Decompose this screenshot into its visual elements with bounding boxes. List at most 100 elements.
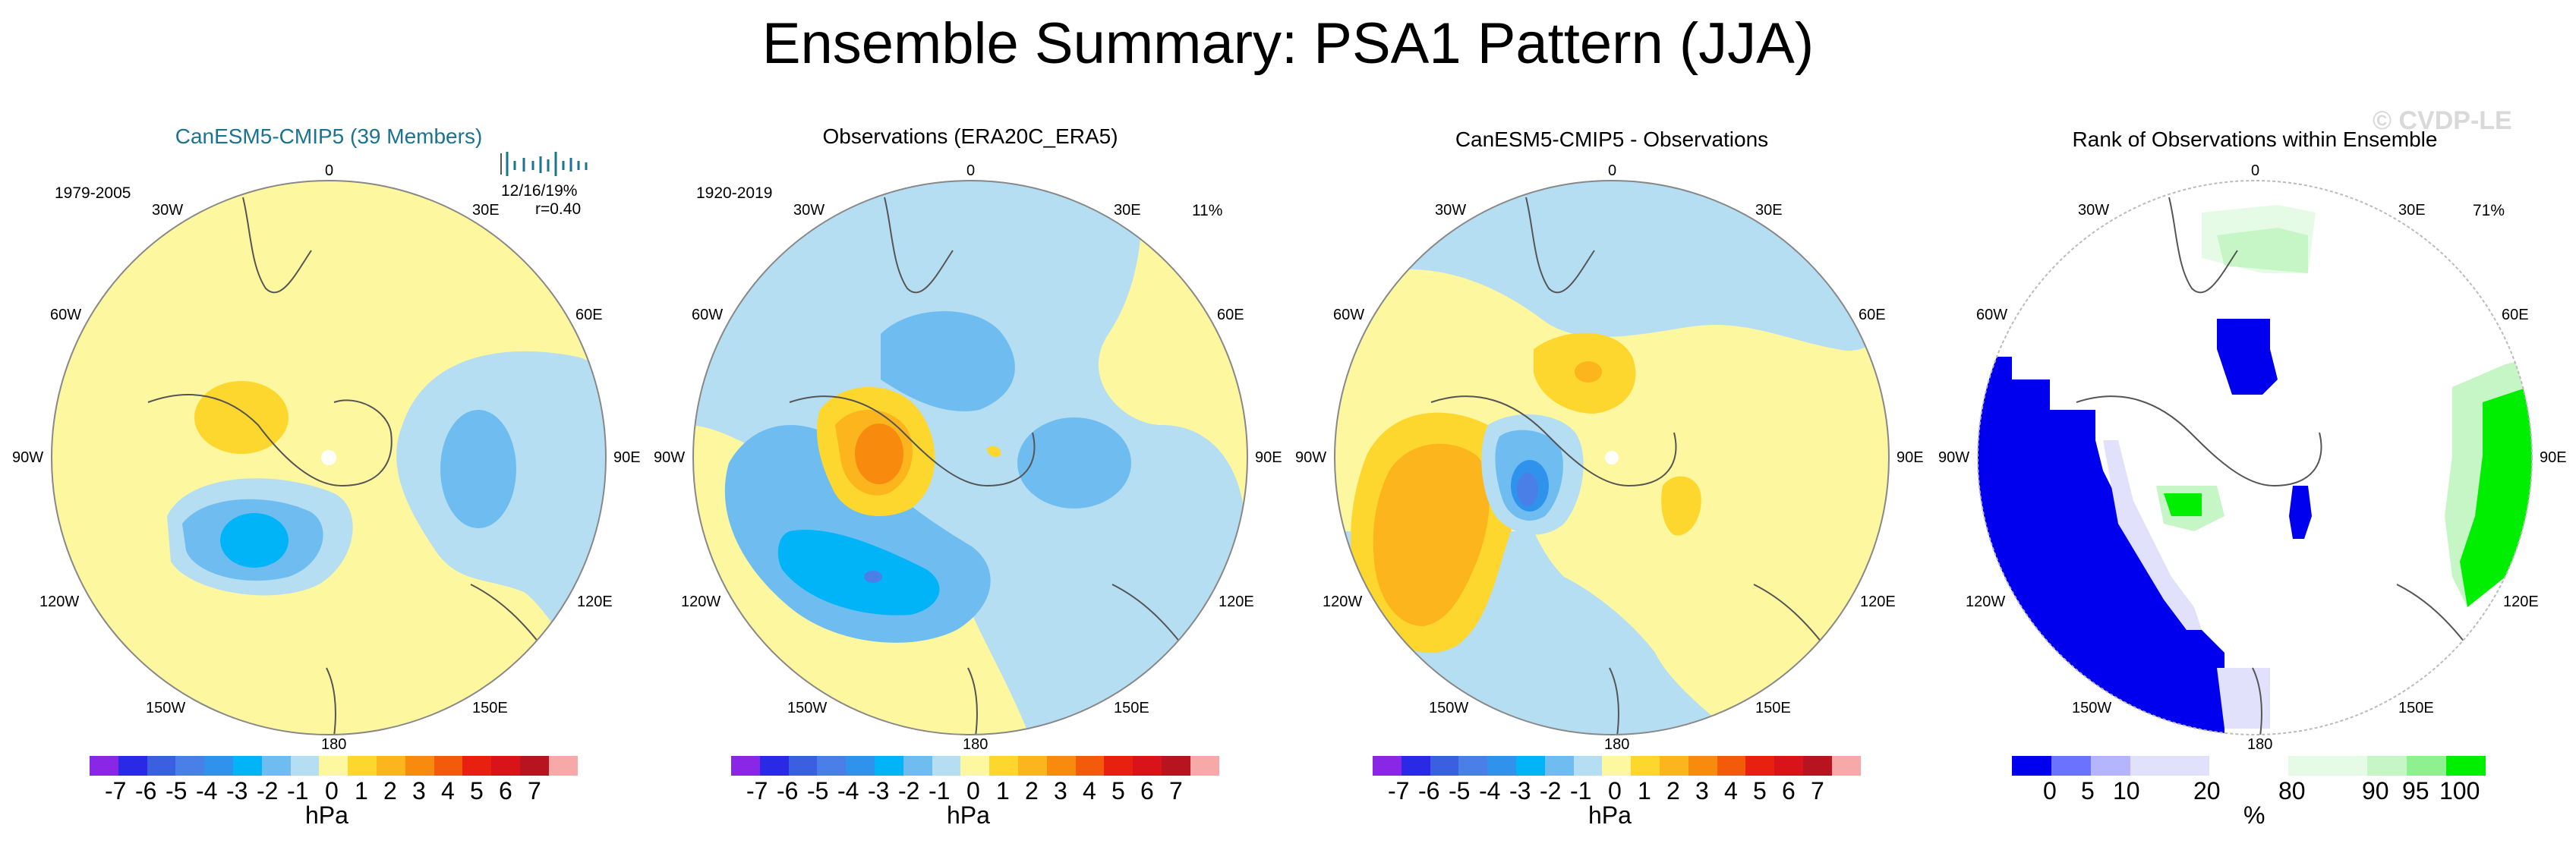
cb4-tick: 80 — [2278, 777, 2306, 804]
panel-4-title: Rank of Observations within Ensemble — [2072, 128, 2438, 151]
panel-4-lon-120e: 120E — [2503, 594, 2539, 610]
panel-2-lon-150e: 150E — [1114, 700, 1149, 716]
cb1-tick: 0 — [325, 777, 339, 804]
cb2-tick: -2 — [898, 777, 920, 804]
cb2-tick: -4 — [837, 777, 859, 804]
cb4-units: % — [2243, 801, 2265, 829]
panel-3-lon-0: 0 — [1608, 162, 1617, 179]
colorbar-swatch — [817, 756, 847, 776]
colorbar-swatch — [2446, 756, 2486, 776]
colorbar-swatch — [1688, 756, 1717, 776]
cb3-tick: 6 — [1782, 777, 1796, 804]
cb2-units: hPa — [947, 801, 990, 829]
panel-1-lon-60w: 60W — [50, 307, 82, 323]
colorbar-swatch — [405, 756, 434, 776]
colorbar-4 — [2012, 756, 2486, 776]
panel-4-lon-0: 0 — [2251, 162, 2260, 179]
colorbar-swatch — [2288, 756, 2367, 776]
cb3-tick: 3 — [1695, 777, 1709, 804]
colorbar-swatch — [1161, 756, 1190, 776]
colorbar-1 — [90, 756, 578, 776]
panel-3-lon-150w: 150W — [1429, 700, 1469, 716]
colorbar-swatch — [2367, 756, 2407, 776]
panel-4-lon-90e: 90E — [2540, 449, 2567, 466]
panel-2-lon-30e: 30E — [1114, 202, 1141, 219]
colorbar-swatch — [2091, 756, 2130, 776]
panel-3-lon-120e: 120E — [1860, 594, 1896, 610]
cb1-tick: 7 — [528, 777, 541, 804]
cb4-tick: 20 — [2193, 777, 2221, 804]
panel-1-lon-0: 0 — [325, 162, 334, 179]
cb3-units: hPa — [1588, 801, 1632, 829]
colorbar-swatch — [2130, 756, 2209, 776]
cb3-tick: -2 — [1540, 777, 1562, 804]
cb2-tick: 3 — [1054, 777, 1067, 804]
colorbar-swatch — [1515, 756, 1545, 776]
panel-1-lon-150e: 150E — [472, 700, 508, 716]
panel-4-lon-120w: 120W — [1966, 594, 2006, 610]
panel-3-lon-90w: 90W — [1295, 449, 1327, 466]
panel-1-lon-90e: 90E — [613, 449, 641, 466]
panel-3-lon-90e: 90E — [1897, 449, 1924, 466]
panel-2-title: Observations (ERA20C_ERA5) — [822, 124, 1118, 148]
cb1-tick: -5 — [166, 777, 188, 804]
panel-2-lon-150w: 150W — [787, 700, 828, 716]
colorbar-swatch — [1190, 756, 1219, 776]
cb1-tick: -3 — [226, 777, 248, 804]
colorbar-swatch — [1544, 756, 1574, 776]
colorbar-swatch — [1659, 756, 1688, 776]
cb1-tick: -2 — [257, 777, 279, 804]
panel-1-lon-30w: 30W — [152, 202, 184, 219]
colorbar-swatch — [2012, 756, 2051, 776]
panel-4-lon-180: 180 — [2247, 736, 2273, 753]
panel-1-correlation: r=0.40 — [535, 200, 582, 218]
cb2-tick: 2 — [1025, 777, 1039, 804]
panel-1-lon-60e: 60E — [575, 307, 603, 323]
cb4-tick: 90 — [2362, 777, 2389, 804]
colorbar-swatch — [1373, 756, 1402, 776]
colorbar-swatch — [1046, 756, 1076, 776]
figure-title: Ensemble Summary: PSA1 Pattern (JJA) — [761, 11, 1815, 76]
cb1-tick: 2 — [383, 777, 397, 804]
panel-4-lon-90w: 90W — [1938, 449, 1970, 466]
panel-3-lon-180: 180 — [1604, 736, 1630, 753]
cb2-tick: 1 — [996, 777, 1010, 804]
cb1-tick: 4 — [441, 777, 455, 804]
colorbar-swatch — [731, 756, 760, 776]
cb4-tick: 0 — [2043, 777, 2057, 804]
colorbar-swatch — [348, 756, 377, 776]
panel-4-percent: 71% — [2473, 202, 2505, 219]
panel-4-lon-60e: 60E — [2502, 307, 2529, 323]
colorbar-3 — [1373, 756, 1861, 776]
panel-2-map — [693, 181, 1247, 735]
panel-1-period: 1979-2005 — [55, 184, 131, 202]
colorbar-swatch — [1133, 756, 1162, 776]
cb4-tick: 100 — [2439, 777, 2480, 804]
cb3-tick: 2 — [1666, 777, 1680, 804]
colorbar-swatch — [319, 756, 348, 776]
panel-2-lon-180: 180 — [963, 736, 988, 753]
panel-3-lon-60e: 60E — [1859, 307, 1886, 323]
colorbar-swatch — [874, 756, 903, 776]
colorbar-swatch — [462, 756, 492, 776]
colorbar-swatch — [147, 756, 176, 776]
panel-4-lon-150w: 150W — [2072, 700, 2112, 716]
cb3-tick: 7 — [1811, 777, 1824, 804]
cb2-tick: 0 — [966, 777, 980, 804]
panel-2-percent: 11% — [1192, 202, 1223, 219]
colorbar-swatch — [1017, 756, 1047, 776]
panel-2-lon-0: 0 — [966, 162, 976, 179]
panel-2-lon-60w: 60W — [692, 307, 724, 323]
colorbar-swatch — [1401, 756, 1430, 776]
panel-1-map — [52, 181, 606, 735]
cb3-tick: 0 — [1608, 777, 1622, 804]
colorbar-swatch — [90, 756, 118, 776]
panel-2-lon-30w: 30W — [793, 202, 825, 219]
cb3-tick: -6 — [1418, 777, 1440, 804]
cb2-tick: 5 — [1111, 777, 1125, 804]
cb2-tick: -3 — [868, 777, 890, 804]
panel-3-map — [1335, 181, 1889, 735]
colorbar-swatch — [1717, 756, 1746, 776]
colorbar-swatch — [903, 756, 932, 776]
